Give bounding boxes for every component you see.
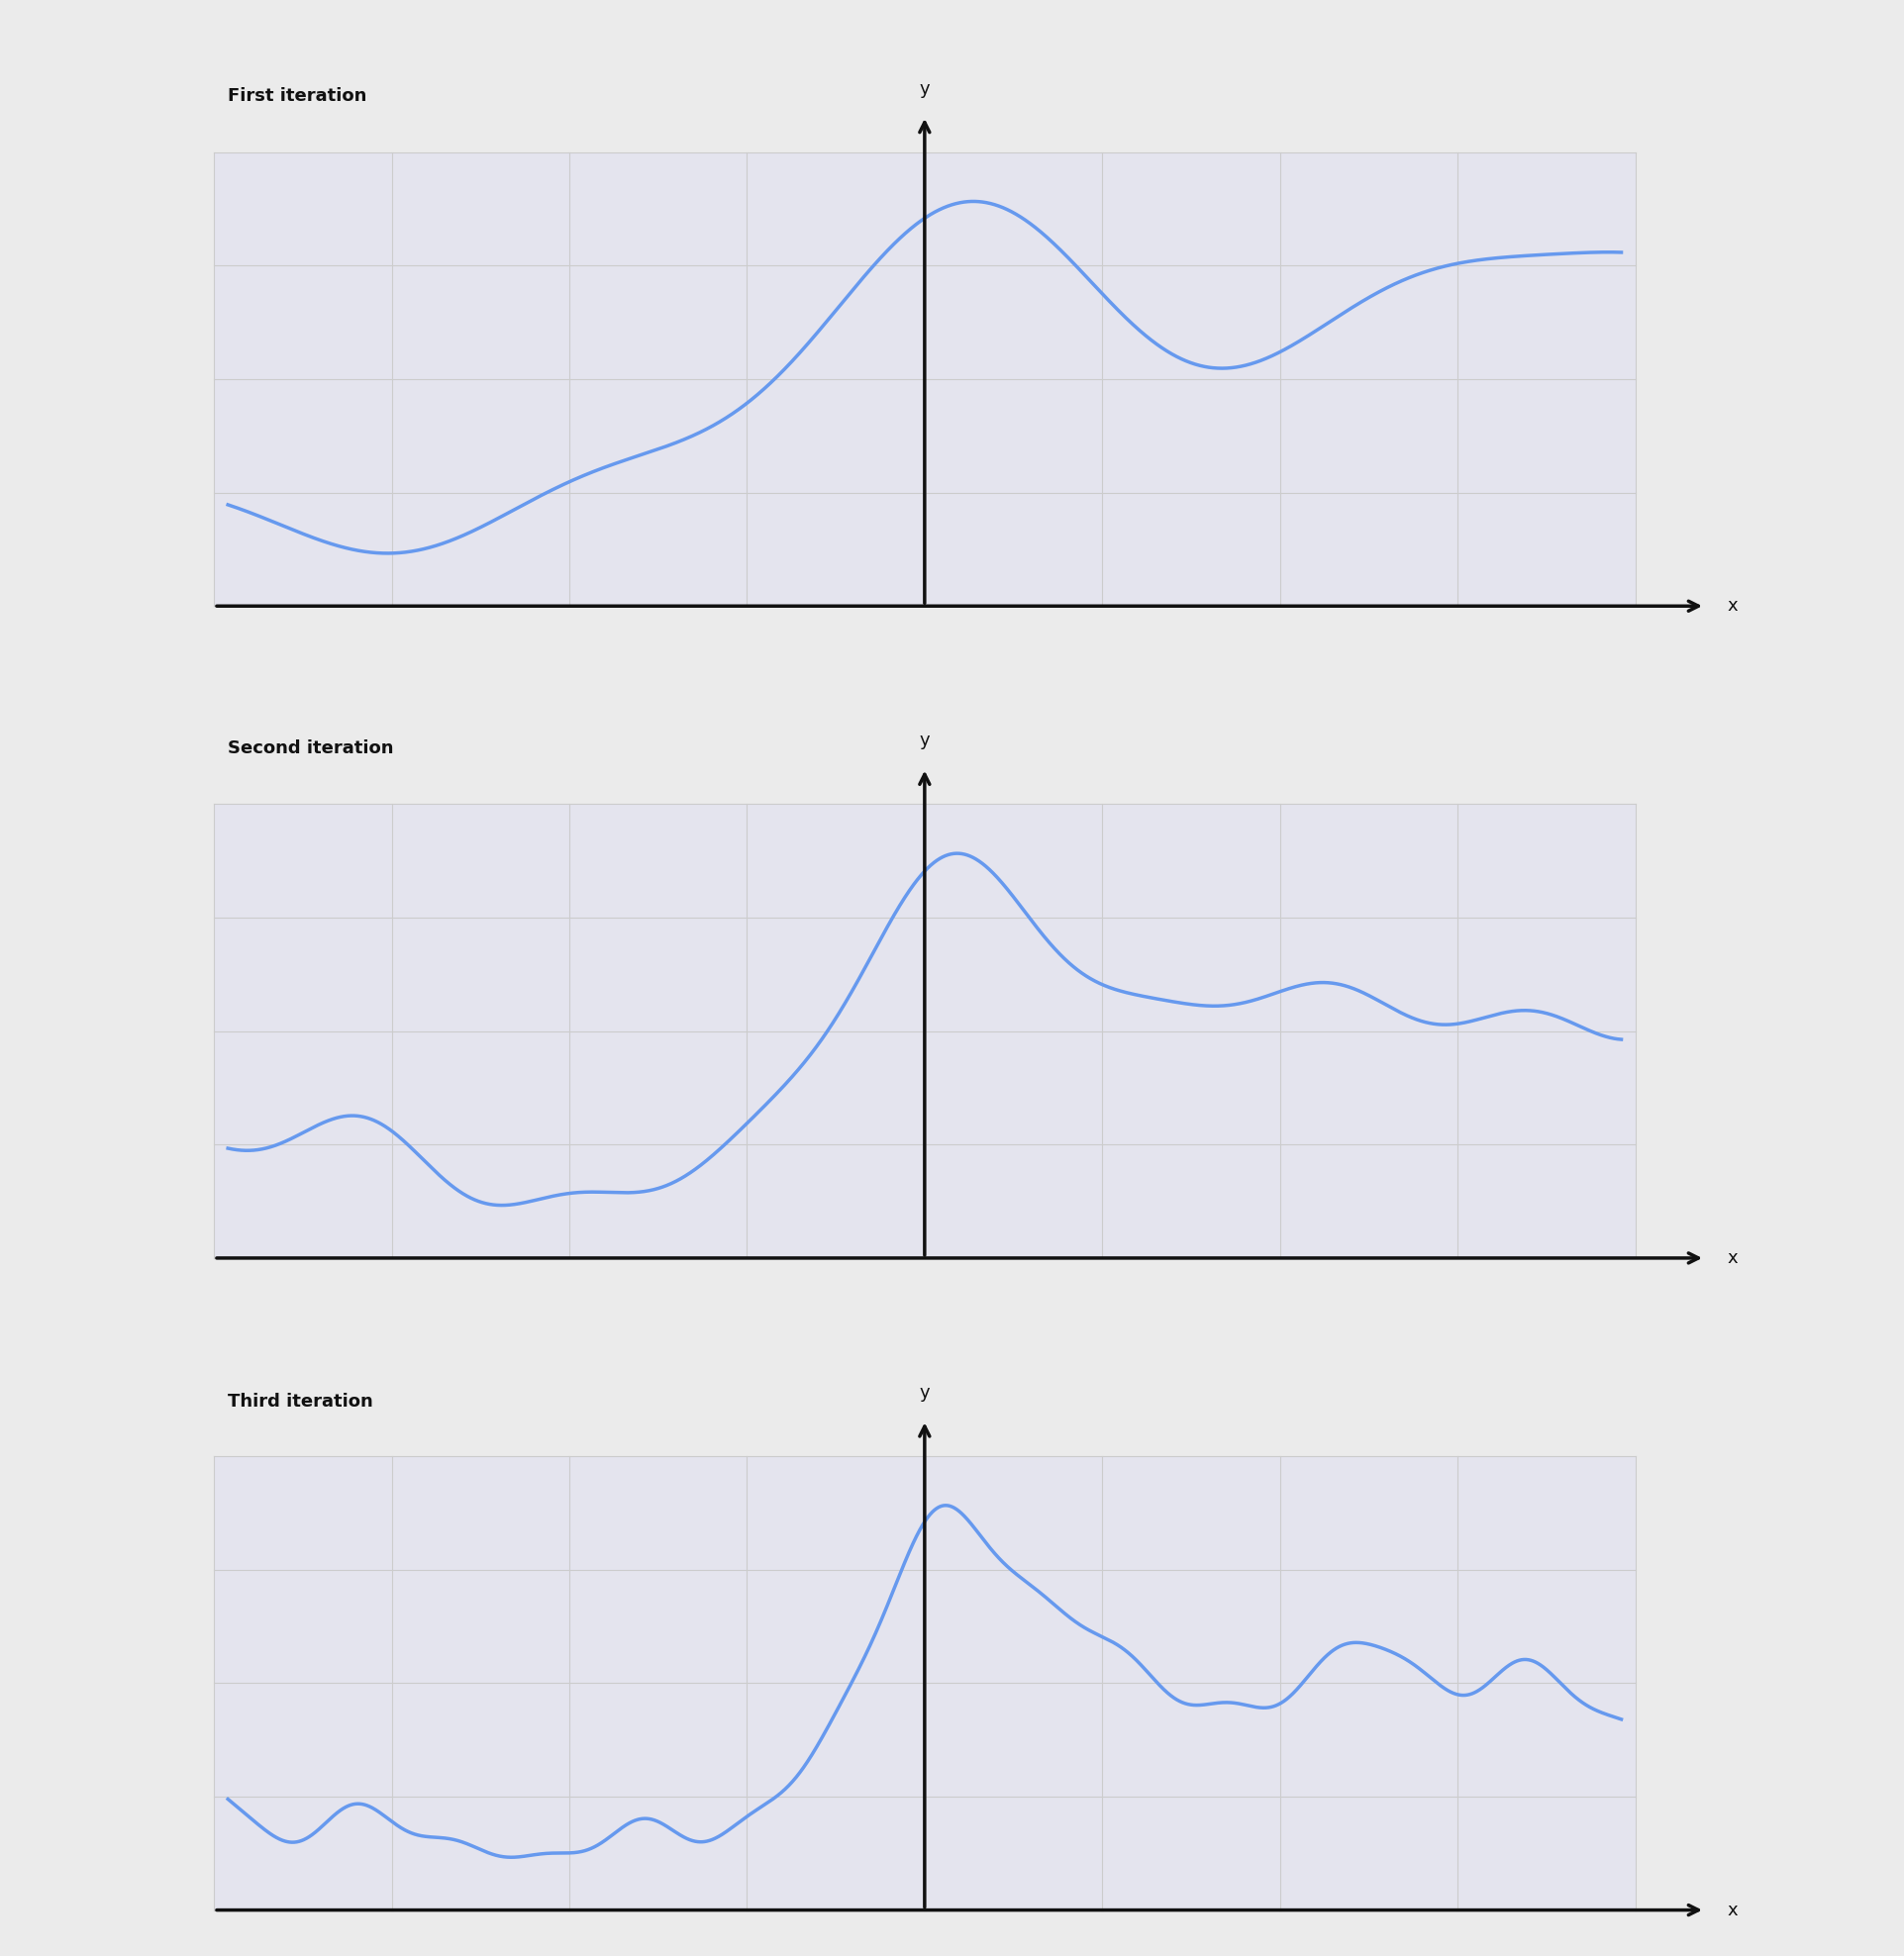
Text: Second iteration: Second iteration bbox=[228, 739, 394, 757]
Text: Third iteration: Third iteration bbox=[228, 1393, 373, 1410]
Text: y: y bbox=[920, 1383, 929, 1402]
Text: x: x bbox=[1727, 597, 1736, 614]
Bar bbox=[213, 1455, 1634, 1911]
Bar bbox=[213, 804, 1634, 1258]
Bar bbox=[213, 153, 1634, 606]
Text: y: y bbox=[920, 80, 929, 98]
Text: y: y bbox=[920, 732, 929, 749]
Text: x: x bbox=[1727, 1901, 1736, 1919]
Text: First iteration: First iteration bbox=[228, 86, 367, 106]
Text: x: x bbox=[1727, 1250, 1736, 1267]
